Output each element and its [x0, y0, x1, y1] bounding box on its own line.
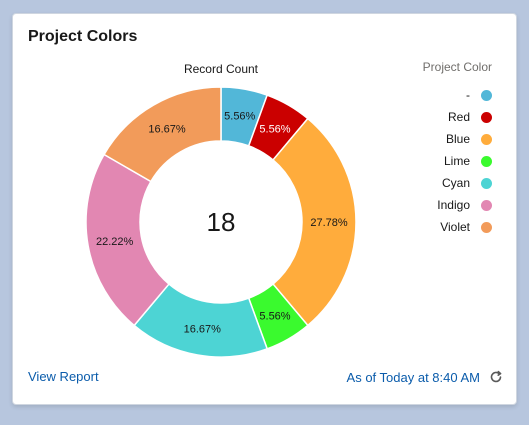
donut-chart: Record Count 5.56% 5.56% 27.78% 5.56% 16.67%…: [85, 62, 357, 358]
legend-label: Blue: [445, 132, 470, 146]
legend-swatch: [481, 111, 492, 123]
legend-item[interactable]: Violet: [437, 216, 492, 238]
slice-data-label: 16.67%: [148, 123, 186, 135]
legend-label: Cyan: [441, 176, 470, 190]
legend-item[interactable]: Indigo: [437, 194, 492, 216]
legend-swatch: [481, 133, 492, 145]
legend-item[interactable]: Red: [437, 106, 492, 128]
slice-data-label: 5.56%: [259, 123, 290, 135]
donut-slice-blue[interactable]: [272, 117, 357, 327]
legend-item[interactable]: -: [437, 84, 492, 106]
chart-title: Record Count: [184, 62, 259, 76]
center-total: 18: [207, 207, 236, 237]
dashboard-card: Project Colors Record Count 5.56% 5.56% 27…: [12, 13, 517, 405]
footer-status: As of Today at 8:40 AM: [347, 369, 504, 385]
legend-swatch: [481, 221, 492, 233]
legend-label: Indigo: [437, 198, 470, 212]
slice-data-label: 16.67%: [184, 323, 222, 335]
legend-label: -: [466, 88, 470, 102]
refresh-icon[interactable]: [488, 369, 504, 385]
donut-slice-violet[interactable]: [103, 86, 222, 183]
slice-data-label: 27.78%: [310, 217, 348, 229]
legend-item[interactable]: Blue: [437, 128, 492, 150]
slice-data-label: 5.56%: [259, 311, 290, 323]
legend-swatch: [481, 155, 492, 167]
legend-label: Lime: [443, 154, 470, 168]
legend: - Red Blue Lime Cyan Indigo Violet: [437, 84, 492, 238]
legend-swatch: [481, 199, 492, 211]
legend-swatch: [481, 89, 492, 101]
view-report-link[interactable]: View Report: [28, 369, 99, 384]
legend-item[interactable]: Cyan: [437, 172, 492, 194]
legend-swatch: [481, 177, 492, 189]
legend-label: Red: [447, 110, 470, 124]
slice-data-label: 22.22%: [96, 236, 134, 248]
timestamp: As of Today at 8:40 AM: [346, 369, 480, 385]
card-title: Project Colors: [28, 28, 138, 45]
legend-item[interactable]: Lime: [437, 150, 492, 172]
slice-data-label: 5.56%: [224, 111, 255, 123]
legend-title: Project Color: [422, 60, 492, 74]
legend-label: Violet: [440, 220, 470, 234]
